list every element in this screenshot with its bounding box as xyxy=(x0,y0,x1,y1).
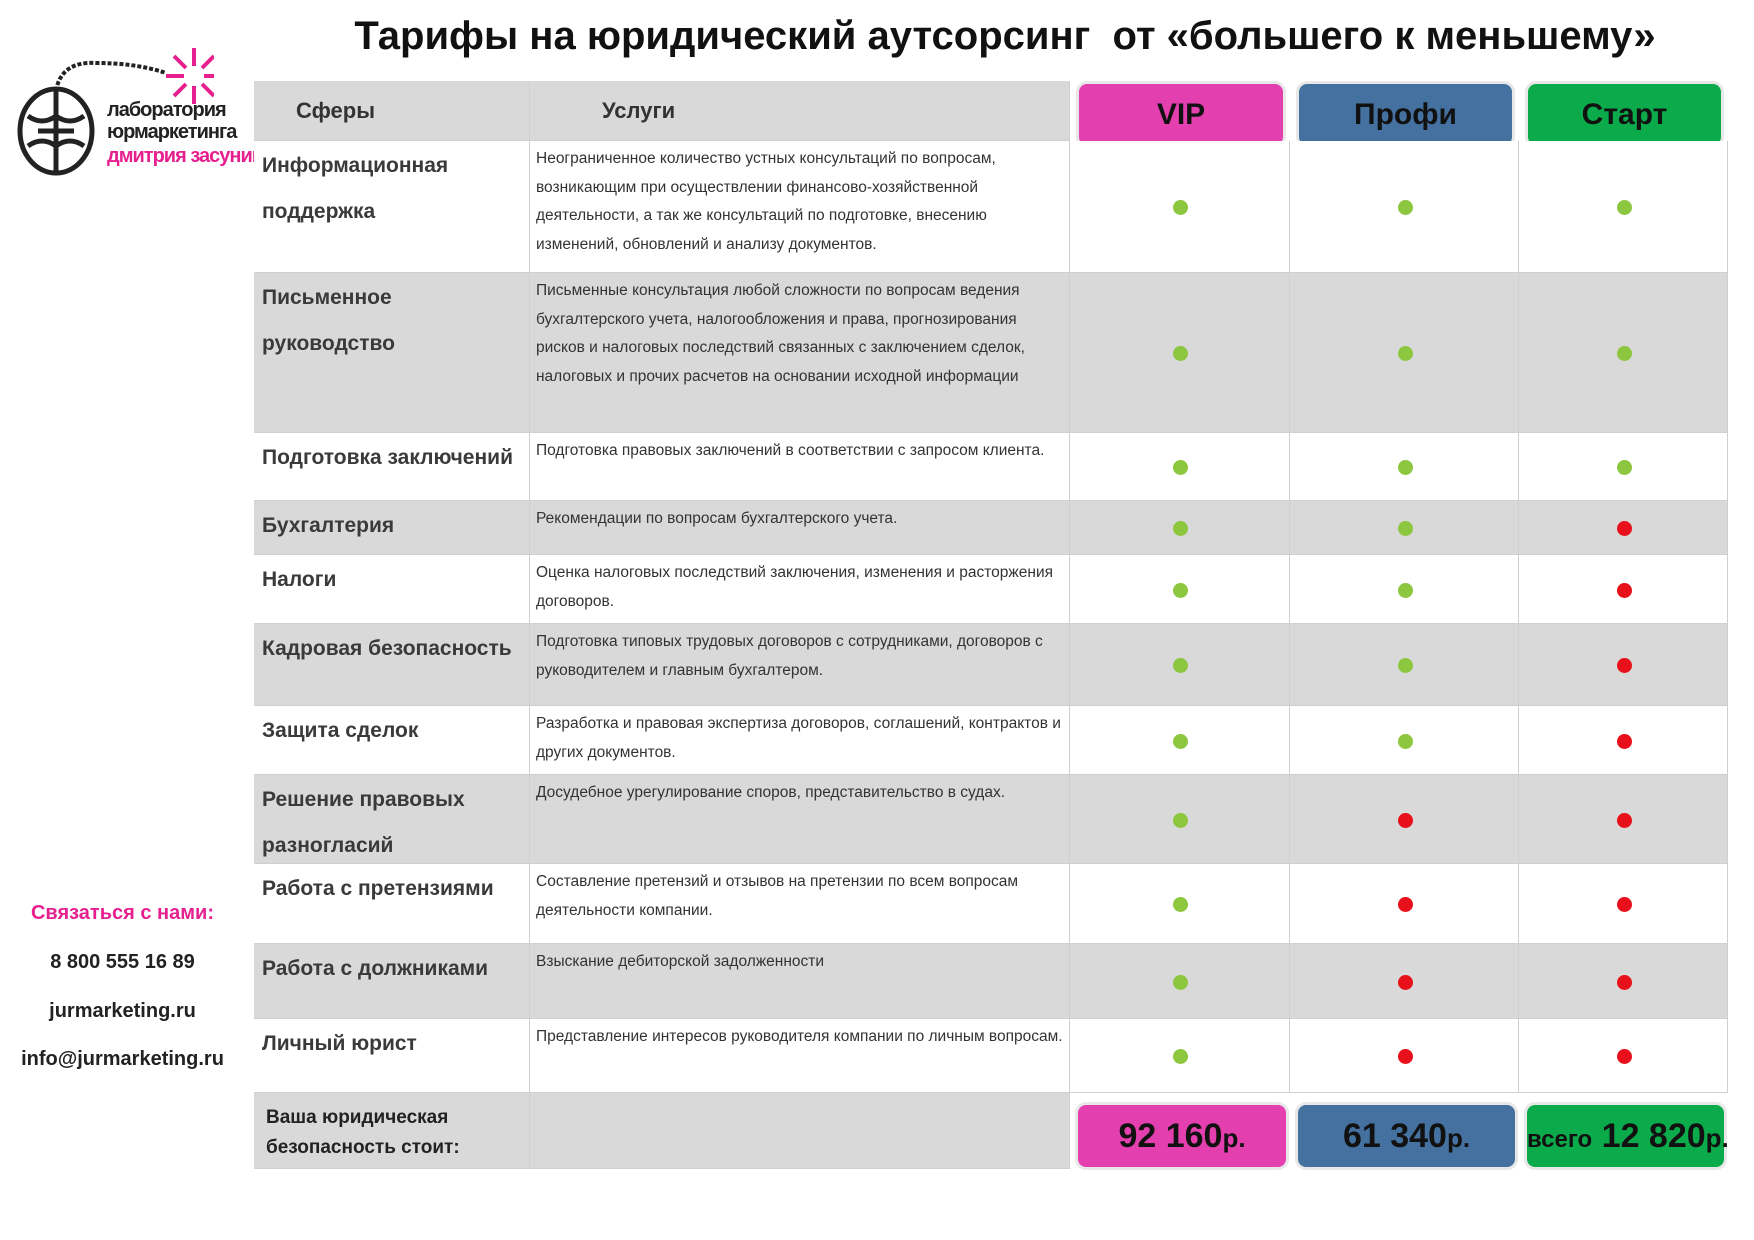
status-dot xyxy=(1616,658,1632,673)
area-cell: Личный юрист xyxy=(254,1019,530,1093)
plan-header: Профи xyxy=(1299,84,1512,145)
area-cell: Информационная поддержка xyxy=(254,141,530,273)
area-cell: Решение правовых разногласий xyxy=(254,775,530,864)
status-dot xyxy=(1616,521,1632,536)
area-cell: Работа с должниками xyxy=(254,944,530,1019)
area-cell: Бухгалтерия xyxy=(254,501,530,555)
header-cell: Сферы деятельности xyxy=(254,81,530,183)
header-cell: Услуги xyxy=(530,81,1070,141)
area-cell: Кадровая безопасность xyxy=(254,624,530,706)
status-dot xyxy=(1616,1049,1632,1064)
price-amount: 92 160 xyxy=(1118,1117,1223,1155)
status-dot xyxy=(1397,200,1413,215)
price: 92 160р. xyxy=(1078,1105,1286,1167)
price-unit: р. xyxy=(1222,1123,1246,1153)
logo-text: юрмаркетинга xyxy=(107,121,237,143)
status-dot xyxy=(1173,521,1188,536)
title: Тарифы на юридический аутсорсинг от «бол… xyxy=(354,14,1656,58)
price-unit: р. xyxy=(1705,1123,1729,1153)
status-dot xyxy=(1397,460,1413,475)
status-dot xyxy=(1616,812,1632,828)
status-dot xyxy=(1397,897,1413,912)
price-amount: 61 340 xyxy=(1342,1117,1447,1155)
service-cell: Оценка налоговых последствий заключения,… xyxy=(530,555,1070,624)
status-dot xyxy=(1173,812,1188,828)
status-dot xyxy=(1173,1049,1188,1064)
plan-cell xyxy=(1070,1019,1290,1093)
status-dot xyxy=(1397,812,1413,828)
status-dot xyxy=(1173,658,1188,673)
service-cell: Подготовка правовых заключений в соответ… xyxy=(530,433,1070,501)
service-cell: Подготовка типовых трудовых договоров с … xyxy=(530,624,1070,706)
status-dot xyxy=(1616,974,1632,990)
service-cell: Досудебное урегулирование споров, предст… xyxy=(530,775,1070,864)
status-dot xyxy=(1173,460,1188,475)
plan-header: VIP xyxy=(1079,84,1283,145)
email[interactable]: info@jurmarketing.ru xyxy=(21,1048,224,1070)
area-cell: Письменное руководство xyxy=(254,273,530,433)
status-dot xyxy=(1173,733,1188,749)
status-dot xyxy=(1173,974,1188,990)
area-cell: Защита сделок xyxy=(254,706,530,775)
contact-title: Связаться с нами: xyxy=(30,902,215,924)
service-cell: Представление интересов руководителя ком… xyxy=(530,1019,1070,1093)
status-dot xyxy=(1397,346,1413,361)
area-cell: Подготовка заключений xyxy=(254,433,530,501)
status-dot xyxy=(1616,582,1632,598)
price-unit: р. xyxy=(1446,1123,1471,1153)
status-dot xyxy=(1616,460,1632,475)
status-dot xyxy=(1616,200,1632,215)
status-dot xyxy=(1397,658,1413,673)
logo-text: дмитрия засунина xyxy=(107,145,274,167)
plan-header: Старт xyxy=(1528,84,1721,145)
footer-cell xyxy=(530,1093,1070,1169)
price: всего 12 820р. xyxy=(1527,1105,1729,1167)
plan-cell xyxy=(1070,624,1290,706)
phone: 8 800 555 16 89 xyxy=(50,951,195,973)
logo-text: лаборатория xyxy=(107,99,227,121)
price-amount: 12 820 xyxy=(1601,1117,1706,1155)
service-cell: Рекомендации по вопросам бухгалтерского … xyxy=(530,501,1070,555)
status-dot xyxy=(1173,200,1188,215)
status-dot xyxy=(1173,346,1188,361)
site[interactable]: jurmarketing.ru xyxy=(49,1000,196,1022)
footer-label: Ваша юридическая безопасность стоит: xyxy=(254,1093,530,1169)
status-dot xyxy=(1616,897,1632,912)
area-cell: Налоги xyxy=(254,555,530,624)
status-dot xyxy=(1397,1049,1413,1064)
service-cell: Неограниченное количество устных консуль… xyxy=(530,141,1070,273)
status-dot xyxy=(1397,521,1413,536)
price-prefix: всего xyxy=(1527,1126,1593,1153)
status-dot xyxy=(1616,346,1632,361)
status-dot xyxy=(1397,733,1413,749)
service-cell: Составление претензий и отзывов на прете… xyxy=(530,864,1070,944)
status-dot xyxy=(1173,897,1188,912)
status-dot xyxy=(1397,582,1413,598)
status-dot xyxy=(1616,733,1632,749)
area-cell: Работа с претензиями xyxy=(254,864,530,944)
service-cell: Разработка и правовая экспертиза договор… xyxy=(530,706,1070,775)
service-cell: Письменные консультация любой сложности … xyxy=(530,273,1070,433)
service-cell: Взыскание дебиторской задолженности xyxy=(530,944,1070,1019)
status-dot xyxy=(1397,974,1413,990)
status-dot xyxy=(1173,582,1188,598)
price: 61 340р. xyxy=(1298,1105,1515,1167)
logo-icon xyxy=(17,48,214,176)
